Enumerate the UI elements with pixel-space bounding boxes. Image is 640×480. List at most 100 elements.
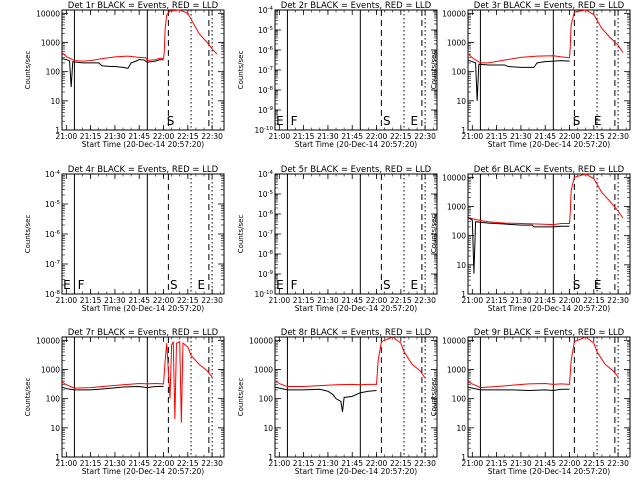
x-tick-label: 21:45 (534, 459, 556, 468)
event-marker-e: E (198, 278, 206, 292)
lld-series-line (61, 9, 218, 62)
y-tick-label: 1 (461, 453, 466, 462)
y-axis-label: Counts/sec (430, 378, 438, 417)
panel-title: Det 5r BLACK = Events, RED = LLD (281, 165, 432, 175)
x-tick-label: 21:30 (104, 132, 126, 141)
lld-series-line (467, 173, 624, 226)
x-tick-label: 21:45 (128, 296, 150, 305)
x-tick-label: 21:45 (128, 132, 150, 141)
events-series-line (467, 386, 570, 392)
x-tick-label: 22:30 (414, 459, 436, 468)
x-tick-label: 22:15 (390, 459, 412, 468)
detector-panel-7: Det 7r BLACK = Events, RED = LLD 1 10 100 10… (24, 328, 225, 476)
x-tick-label: 21:15 (80, 296, 102, 305)
detector-panel-6: Det 6r BLACK = Events, RED = LLD 1 10 100 10… (430, 165, 631, 313)
y-tick-label: 1 (55, 453, 60, 462)
x-tick-label: 22:15 (390, 296, 412, 305)
x-tick-label: 21:45 (341, 132, 363, 141)
x-axis-label: Start Time (20-Dec-14 20:57:20) (488, 140, 610, 149)
x-tick-label: 21:15 (293, 132, 315, 141)
y-axis-label: Counts/sec (237, 51, 245, 90)
detector-panel-4: Det 4r BLACK = Events, RED = LLD 10-8 10-7… (24, 165, 225, 313)
x-tick-label: 22:30 (201, 132, 223, 141)
y-tick-label: 10-8 (45, 290, 61, 299)
y-tick-label: 10-5 (45, 200, 61, 209)
y-tick-label: 10-8 (258, 250, 274, 259)
y-axis-label: Counts/sec (430, 51, 438, 90)
x-tick-label: 21:00 (462, 459, 484, 468)
y-tick-label: 10-6 (45, 230, 61, 239)
y-tick-label: 10 (456, 97, 466, 106)
y-tick-label: 10 (263, 424, 273, 433)
event-marker-f: F (291, 114, 298, 128)
y-tick-label: 10 (456, 261, 466, 270)
lld-series-line (274, 336, 426, 388)
y-tick-label: 10-5 (258, 190, 274, 199)
x-tick-label: 21:15 (486, 132, 508, 141)
detector-panel-3: Det 3r BLACK = Events, RED = LLD 1 10 100 10… (430, 1, 631, 149)
y-tick-label: 100 (452, 395, 467, 404)
y-tick-label: 10-5 (258, 26, 274, 35)
x-tick-label: 22:15 (583, 459, 605, 468)
y-tick-label: 10-10 (254, 290, 273, 299)
panel-title: Det 8r BLACK = Events, RED = LLD (281, 328, 432, 338)
panel-title: Det 7r BLACK = Events, RED = LLD (68, 328, 219, 338)
plot-frame (467, 336, 631, 458)
event-marker-s: S (170, 278, 178, 292)
x-axis-label: Start Time (20-Dec-14 20:57:20) (82, 140, 204, 149)
x-tick-label: 21:30 (510, 296, 532, 305)
y-tick-label: 1000 (447, 38, 466, 47)
x-tick-label: 21:30 (104, 459, 126, 468)
events-series-line (467, 59, 570, 101)
event-marker-f: F (78, 278, 85, 292)
x-tick-label: 22:00 (153, 459, 175, 468)
y-tick-label: 1 (461, 290, 466, 299)
x-tick-label: 21:45 (341, 459, 363, 468)
y-tick-label: 10000 (442, 9, 466, 18)
y-tick-label: 10-4 (45, 170, 61, 179)
x-tick-label: 21:15 (293, 296, 315, 305)
y-tick-label: 1000 (254, 365, 273, 374)
y-tick-label: 1000 (41, 365, 60, 374)
event-marker-e: E (594, 278, 602, 292)
y-tick-label: 10-7 (45, 260, 61, 269)
panel-title: Det 3r BLACK = Events, RED = LLD (474, 1, 625, 11)
panel-title: Det 9r BLACK = Events, RED = LLD (474, 328, 625, 338)
y-tick-label: 100 (259, 395, 274, 404)
y-axis-label: Counts/sec (24, 51, 32, 90)
events-series-line (61, 386, 164, 391)
y-tick-label: 10-4 (258, 170, 274, 179)
y-axis-label: Counts/sec (430, 215, 438, 254)
x-tick-label: 22:30 (201, 296, 223, 305)
plot-frame (274, 336, 438, 458)
y-tick-label: 1000 (447, 202, 466, 211)
lld-series-line (467, 336, 619, 389)
y-tick-label: 100 (452, 68, 467, 77)
event-marker-s: S (383, 278, 391, 292)
y-tick-label: 10000 (442, 336, 466, 345)
x-tick-label: 22:15 (390, 132, 412, 141)
y-tick-label: 10-10 (254, 126, 273, 135)
x-tick-label: 22:00 (559, 296, 581, 305)
detector-panel-9: Det 9r BLACK = Events, RED = LLD 1 10 100 10… (430, 328, 631, 476)
x-tick-label: 22:00 (366, 132, 388, 141)
plot-frame (61, 336, 225, 458)
y-tick-label: 1 (461, 126, 466, 135)
detector-panel-8: Det 8r BLACK = Events, RED = LLD 1 10 100 10… (237, 328, 438, 476)
plot-frame (61, 9, 225, 131)
x-tick-label: 21:45 (534, 132, 556, 141)
x-axis-label: Start Time (20-Dec-14 20:57:20) (295, 140, 417, 149)
y-tick-label: 10-9 (258, 106, 274, 115)
x-tick-label: 21:00 (269, 459, 291, 468)
y-tick-label: 100 (46, 395, 61, 404)
x-axis-label: Start Time (20-Dec-14 20:57:20) (295, 467, 417, 476)
x-tick-label: 21:30 (317, 296, 339, 305)
y-tick-label: 10-7 (258, 230, 274, 239)
detector-panel-2: Det 2r BLACK = Events, RED = LLD 10-10 10-… (237, 1, 438, 149)
y-tick-label: 10-6 (258, 210, 274, 219)
lld-series-line (467, 9, 624, 64)
y-tick-label: 10000 (249, 336, 273, 345)
plot-frame (274, 9, 438, 131)
x-tick-label: 21:30 (104, 296, 126, 305)
